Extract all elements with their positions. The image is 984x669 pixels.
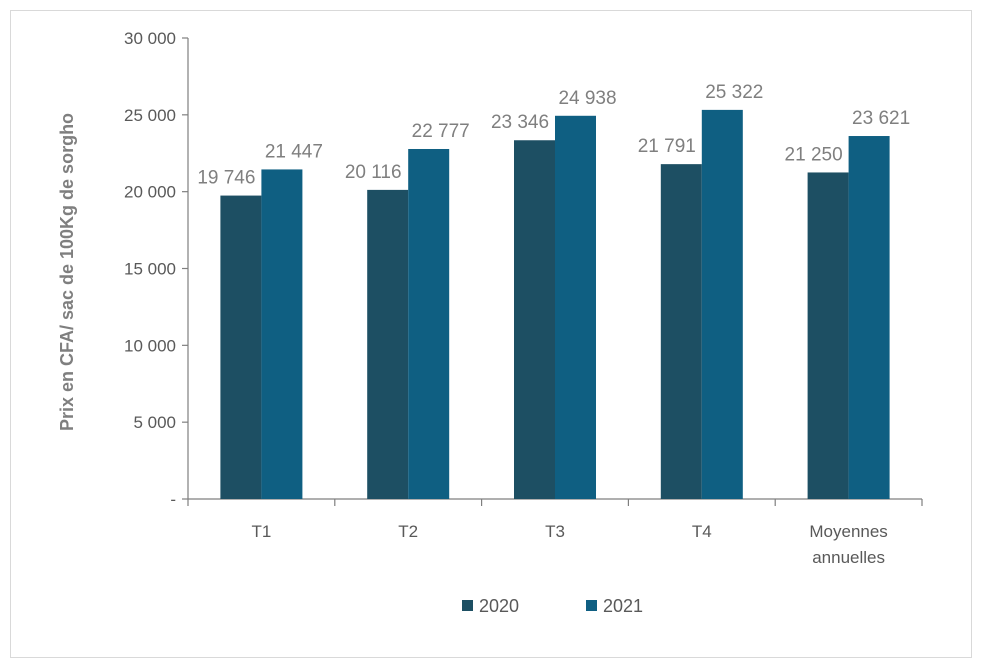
legend-swatch-2021 <box>586 600 597 611</box>
bar-2021-3 <box>555 115 596 499</box>
data-label-2020-4: 21 791 <box>638 136 696 157</box>
legend-swatch-2020 <box>462 600 473 611</box>
bar-2020-5 <box>807 172 849 500</box>
x-tick-label: T1 <box>251 522 271 541</box>
bar-2020-1 <box>220 195 262 499</box>
bar-2020-3 <box>514 140 555 499</box>
bar-2020-2 <box>367 189 409 499</box>
y-axis-label: Prix en CFA/ sac de 100Kg de sorgho <box>57 113 77 431</box>
bar-2020-4 <box>660 164 702 500</box>
bar-2021-4 <box>701 109 743 500</box>
y-tick-label: - <box>170 490 176 509</box>
y-tick-label: 15 000 <box>124 260 176 279</box>
bars <box>220 109 890 500</box>
data-label-2021-2: 22 777 <box>412 121 470 142</box>
data-label-2020-5: 21 250 <box>785 144 843 165</box>
legend: 2020 2021 <box>462 596 643 616</box>
y-tick-label: 10 000 <box>124 336 176 355</box>
legend-label-2021: 2021 <box>603 596 643 616</box>
data-label-2020-3: 23 346 <box>491 112 549 133</box>
data-label-2021-4: 25 322 <box>705 82 763 103</box>
data-label-2021-1: 21 447 <box>265 141 323 162</box>
y-tick-label: 25 000 <box>124 106 176 125</box>
bar-2021-2 <box>408 148 450 499</box>
x-tick-labels: T1 T2 T3 T4 Moyennes annuelles <box>251 522 887 567</box>
data-label-2021-5: 23 621 <box>852 108 910 129</box>
x-tick-label: T4 <box>692 522 712 541</box>
data-labels: 19 746 21 447 20 116 22 777 23 346 24 938 21 7… <box>197 82 910 189</box>
y-tick-label: 30 000 <box>124 29 176 48</box>
data-label-2020-1: 19 746 <box>197 168 255 189</box>
bar-2021-5 <box>848 136 890 499</box>
y-tick-label: 5 000 <box>133 413 176 432</box>
bar-2021-1 <box>261 169 303 500</box>
x-tick-label-line2: annuelles <box>812 548 885 567</box>
x-tick-label: T2 <box>398 522 418 541</box>
legend-label-2020: 2020 <box>479 596 519 616</box>
data-label-2021-3: 24 938 <box>558 88 616 109</box>
data-label-2020-2: 20 116 <box>345 162 402 183</box>
x-tick-label: T3 <box>545 522 565 541</box>
x-tick-label: Moyennes <box>809 522 887 541</box>
y-tick-labels: - 5 000 10 000 15 000 20 000 25 000 30 000 <box>124 29 176 509</box>
y-tick-label: 20 000 <box>124 183 176 202</box>
